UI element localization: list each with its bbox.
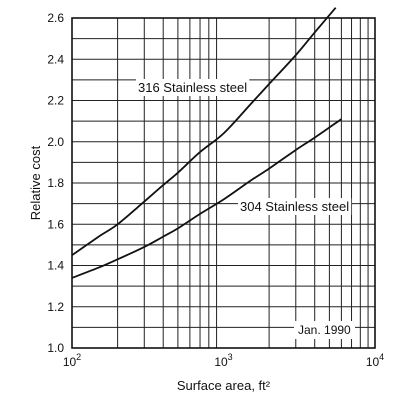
x-axis-title: Surface area, ft² bbox=[177, 378, 271, 393]
y-tick-label: 2.0 bbox=[47, 135, 64, 149]
y-axis-title: Relative cost bbox=[28, 145, 43, 220]
y-tick-label: 2.2 bbox=[47, 94, 64, 108]
y-tick-label: 2.4 bbox=[47, 52, 64, 66]
x-tick-label: 102 bbox=[63, 352, 81, 369]
series-label-316: 316 Stainless steel bbox=[138, 80, 247, 95]
x-tick-label: 104 bbox=[366, 352, 384, 369]
plot-frame bbox=[71, 17, 376, 349]
y-tick-label: 2.6 bbox=[47, 11, 64, 25]
label-304-backing bbox=[238, 198, 352, 215]
date-note: Jan. 1990 bbox=[298, 323, 351, 337]
series-label-304: 304 Stainless steel bbox=[240, 199, 349, 214]
y-tick-label: 1.2 bbox=[47, 300, 64, 314]
series-line-1 bbox=[71, 118, 342, 279]
label-316-backing bbox=[136, 79, 250, 96]
y-tick-label: 1.4 bbox=[47, 259, 64, 273]
y-tick-label: 1.6 bbox=[47, 217, 64, 231]
x-tick-label: 103 bbox=[214, 352, 232, 369]
series-line-0 bbox=[71, 7, 337, 256]
y-tick-labels: 1.0 1.2 1.4 1.6 1.8 2.0 2.2 2.4 2.6 bbox=[47, 11, 64, 355]
grid-lines bbox=[72, 18, 375, 348]
series-curves bbox=[71, 7, 342, 279]
date-note-box bbox=[294, 321, 356, 339]
y-tick-label: 1.0 bbox=[47, 341, 64, 355]
x-tick-labels: 102 103 104 bbox=[63, 352, 384, 369]
y-tick-label: 1.8 bbox=[47, 176, 64, 190]
